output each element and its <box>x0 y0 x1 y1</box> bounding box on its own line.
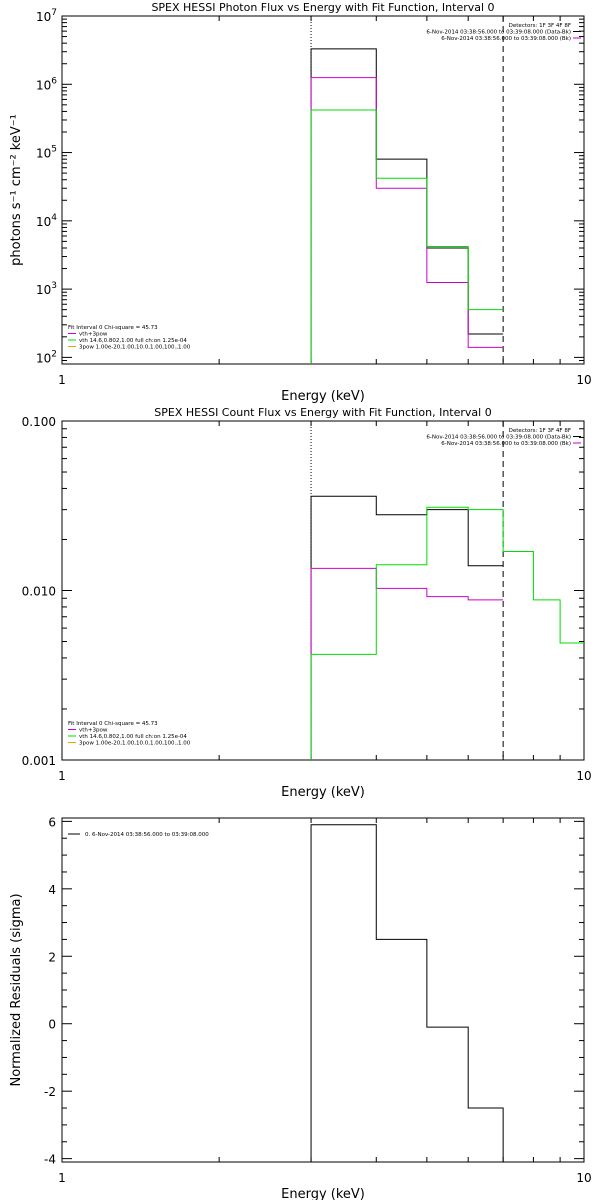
residual-series-group <box>310 824 504 1162</box>
count-legend-bottom-text: 3pow 1.00e-20,1.00,10.0,1.00,100.,1.00 <box>79 741 191 747</box>
count-legend-top-text: Detectors: 1F 3F 4F 8F <box>509 428 571 434</box>
count-legend-top-text: 6-Nov-2014 03:38:56.000 to 03:39:08.000 … <box>441 441 571 447</box>
photon-x-tick-label: 10 <box>576 373 591 387</box>
residual-plot-frame <box>61 817 585 1163</box>
count-legend-bottom: Fit Interval 0 Chi-square = 45.73vth+3po… <box>68 721 191 747</box>
count-y-tick-label: 0.001 <box>22 754 56 768</box>
count-series-2 <box>310 506 584 760</box>
count-plot-frame <box>61 420 585 761</box>
residuals-panel: 1 10 -4 -2 0 2 4 6 Energy (keV) Normalized Residu… <box>9 815 592 1200</box>
residual-x-tick-label: 10 <box>576 1171 591 1185</box>
residual-x-axis-label: Energy (keV) <box>281 1187 365 1200</box>
photon-plot-frame <box>61 15 585 365</box>
count-chart-title: SPEX HESSI Count Flux vs Energy with Fit… <box>154 406 491 419</box>
photon-y-tick-label: 107 <box>36 8 57 24</box>
count-y-tick-label: 0.010 <box>22 585 56 599</box>
count-x-tick-label: 1 <box>58 769 66 783</box>
photon-legend-top-text: 6-Nov-2014 03:38:56.000 to 03:39:08.000 … <box>441 36 571 42</box>
residual-x-axis: 1 10 <box>58 818 592 1185</box>
photon-x-axis-label: Energy (keV) <box>281 389 365 404</box>
residual-y-axis: -4 -2 0 2 4 6 <box>44 815 584 1167</box>
residual-y-tick-label: 6 <box>48 815 56 829</box>
count-flux-panel: 1 10 0.001 0.010 0.100 SPEX HESSI Count Flux … <box>22 406 592 800</box>
photon-chart-title: SPEX HESSI Photon Flux vs Energy with Fi… <box>151 1 494 14</box>
residual-series-0 <box>310 824 504 1162</box>
photon-legend-top-text: Detectors: 1F 3F 4F 8F <box>509 23 571 29</box>
photon-legend-top-text: 6-Nov-2014 03:38:56.000 to 03:39:08.000 … <box>426 30 571 36</box>
count-x-tick-label: 10 <box>576 769 591 783</box>
count-x-axis: 1 10 <box>58 421 592 783</box>
photon-y-tick-label: 106 <box>36 76 57 92</box>
photon-y-axis: 102 103 104 105 106 107 <box>36 8 584 365</box>
residual-y-tick-label: -2 <box>44 1085 56 1099</box>
photon-series-group <box>310 48 504 364</box>
count-legend-bottom-text: vth+3pow <box>79 728 108 734</box>
photon-x-tick-label: 1 <box>58 373 66 387</box>
count-legend-top-text: 6-Nov-2014 03:38:56.000 to 03:39:08.000 … <box>426 435 571 441</box>
count-y-axis: 0.001 0.010 0.100 <box>22 415 584 768</box>
photon-y-tick-label: 103 <box>36 281 57 297</box>
photon-legend-bottom-text: vth 14.6,0.802,1.00 full ch:on 1.25e-04 <box>79 338 187 344</box>
photon-y-tick-label: 102 <box>36 349 57 365</box>
count-y-tick-label: 0.100 <box>22 415 56 429</box>
photon-legend-bottom-text: vth+3pow <box>79 332 108 338</box>
residual-x-tick-label: 1 <box>58 1171 66 1185</box>
photon-y-tick-label: 105 <box>36 145 57 161</box>
photon-series-1 <box>310 77 504 364</box>
residual-y-tick-label: 2 <box>48 950 56 964</box>
photon-x-axis: 1 10 <box>58 16 592 387</box>
photon-y-axis-label: photons s⁻¹ cm⁻² keV⁻¹ <box>9 114 24 266</box>
photon-legend-bottom-text: 3pow 1.00e-20,1.00,10.0,1.00,100.,1.00 <box>79 345 191 351</box>
photon-flux-panel: 1 10 102 103 104 105 106 107 SPEX HESSI Photon F… <box>9 1 592 404</box>
count-legend-bottom-header: Fit Interval 0 Chi-square = 45.73 <box>68 721 158 727</box>
photon-legend-bottom: Fit Interval 0 Chi-square = 45.73vth+3po… <box>68 325 191 351</box>
residual-y-axis-label: Normalized Residuals (sigma) <box>9 893 24 1086</box>
photon-legend-top: Detectors: 1F 3F 4F 8F6-Nov-2014 03:38:5… <box>426 23 581 42</box>
photon-series-2 <box>310 109 504 364</box>
residual-y-tick-label: -4 <box>44 1153 56 1167</box>
residual-y-tick-label: 4 <box>48 883 56 897</box>
count-legend-top: Detectors: 1F 3F 4F 8F6-Nov-2014 03:38:5… <box>426 428 581 447</box>
count-series-0 <box>310 495 504 760</box>
photon-series-0 <box>310 48 504 364</box>
count-series-group <box>310 495 584 760</box>
photon-legend-bottom-header: Fit Interval 0 Chi-square = 45.73 <box>68 325 158 331</box>
count-legend-bottom-text: vth 14.6,0.802,1.00 full ch:on 1.25e-04 <box>79 734 187 740</box>
residual-y-tick-label: 0 <box>48 1018 56 1032</box>
residual-legend-text: 0. 6-Nov-2014 03:38:56.000 to 03:39:08.0… <box>85 832 209 838</box>
photon-y-tick-label: 104 <box>36 213 57 229</box>
residual-legend: 0. 6-Nov-2014 03:38:56.000 to 03:39:08.0… <box>68 832 209 838</box>
count-x-axis-label: Energy (keV) <box>281 785 365 800</box>
count-series-1 <box>310 567 504 760</box>
